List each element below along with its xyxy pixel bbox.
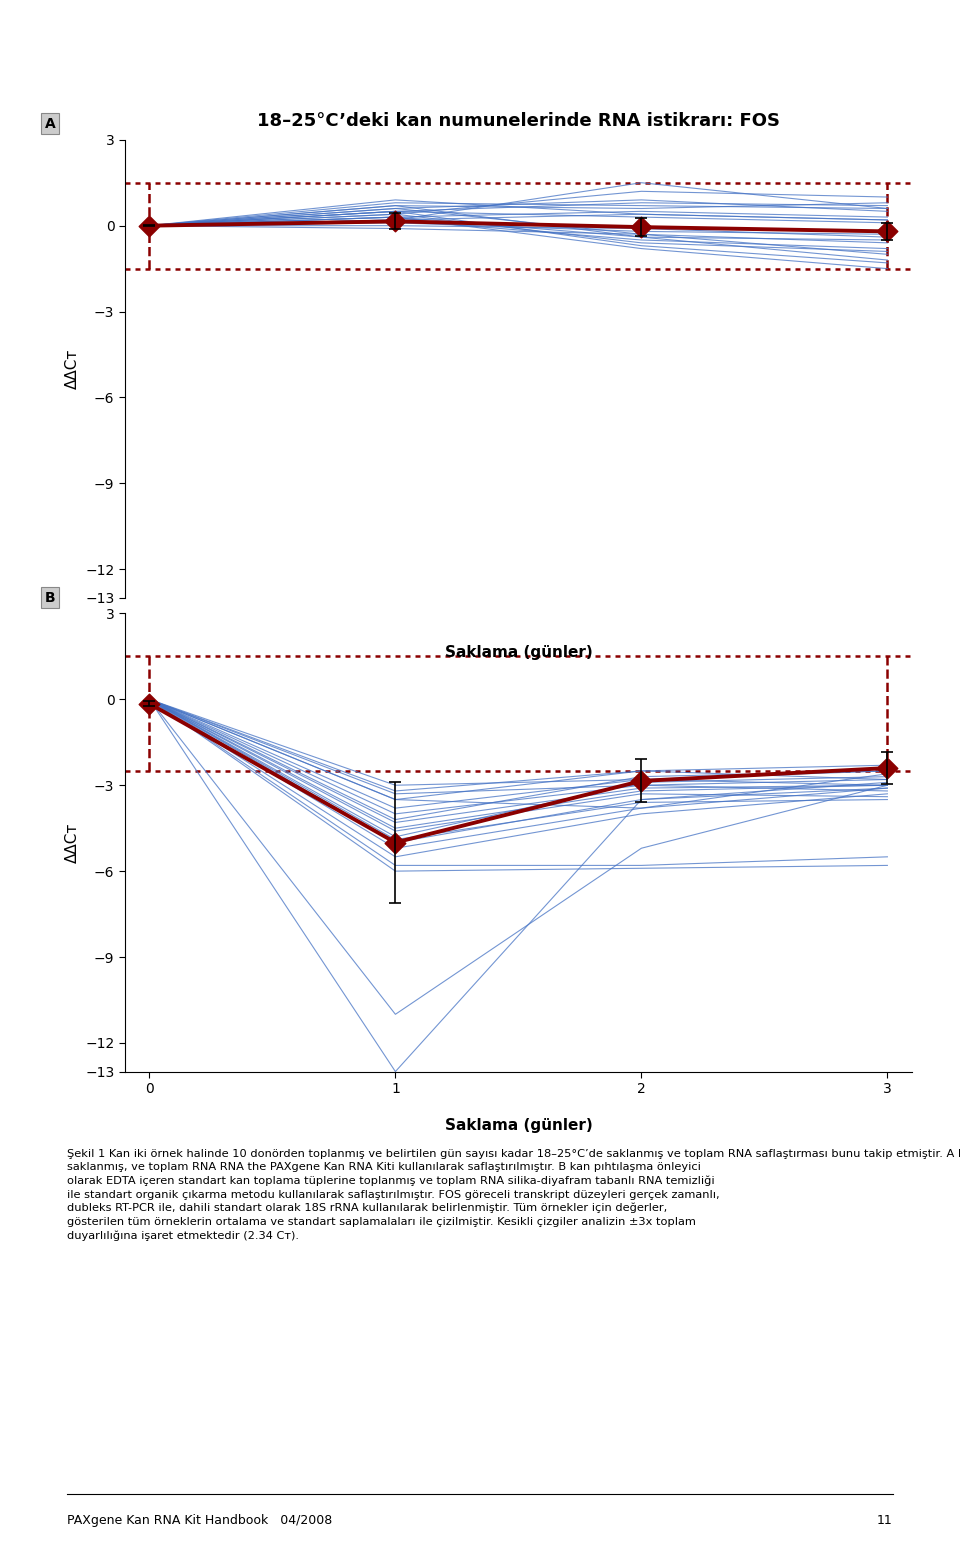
Point — [388, 210, 403, 235]
Point — [634, 214, 649, 239]
Point — [142, 691, 157, 716]
Point — [879, 219, 895, 244]
Point — [879, 756, 895, 781]
Text: 11: 11 — [877, 1514, 893, 1527]
Point — [634, 769, 649, 794]
Text: PAXgene Kan RNA Kit Handbook   04/2008: PAXgene Kan RNA Kit Handbook 04/2008 — [67, 1514, 332, 1527]
Title: 18–25°C’deki kan numunelerinde RNA istikrarı: FOS: 18–25°C’deki kan numunelerinde RNA istik… — [257, 112, 780, 130]
Text: B: B — [45, 590, 56, 604]
Y-axis label: ΔΔCᴛ: ΔΔCᴛ — [64, 349, 80, 388]
Text: Saklama (günler): Saklama (günler) — [444, 644, 592, 660]
Text: A: A — [45, 116, 56, 130]
Point — [142, 213, 157, 238]
Point — [388, 829, 403, 854]
Text: Saklama (günler): Saklama (günler) — [444, 1118, 592, 1134]
Y-axis label: ΔΔCᴛ: ΔΔCᴛ — [64, 823, 80, 862]
Text: Şekil 1 Kan iki örnek halinde 10 donörden toplanmış ve belirtilen gün sayısı kad: Şekil 1 Kan iki örnek halinde 10 donörde… — [67, 1149, 960, 1241]
